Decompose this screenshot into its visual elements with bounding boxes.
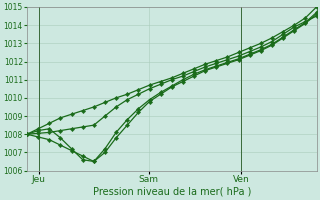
X-axis label: Pression niveau de la mer( hPa ): Pression niveau de la mer( hPa ) <box>92 187 251 197</box>
